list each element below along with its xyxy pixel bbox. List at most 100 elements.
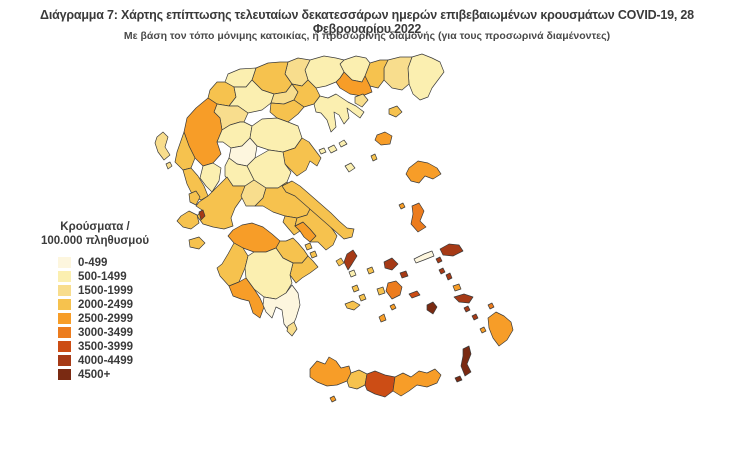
region-rodopi bbox=[383, 56, 413, 91]
region-ios bbox=[389, 303, 397, 311]
region-kalymnos bbox=[452, 283, 462, 292]
region-sifnos bbox=[358, 293, 367, 302]
region-messinia bbox=[228, 277, 265, 319]
legend-item: 4500+ bbox=[58, 368, 154, 382]
legend-swatch bbox=[58, 327, 71, 339]
region-salamina bbox=[304, 242, 313, 251]
legend-item: 2000-2499 bbox=[58, 298, 154, 312]
legend-item: 4000-4499 bbox=[58, 354, 154, 368]
region-samothrace bbox=[388, 105, 403, 118]
region-thesprotia bbox=[174, 131, 196, 171]
legend-swatch bbox=[58, 355, 71, 367]
legend-swatch bbox=[58, 299, 71, 311]
region-tinos bbox=[383, 257, 399, 271]
legend-swatch bbox=[58, 313, 71, 325]
legend-title-line1: Κρούσματα / bbox=[60, 221, 130, 233]
region-kythnos bbox=[348, 269, 357, 278]
region-skiathos bbox=[318, 147, 327, 155]
region-evia bbox=[281, 180, 355, 240]
region-chania bbox=[309, 356, 352, 387]
legend: Κρούσματα / 100.000 πληθυσμού 0-499 500-1… bbox=[36, 220, 154, 382]
region-kos bbox=[453, 293, 474, 304]
region-psara bbox=[398, 202, 406, 210]
legend-items: 0-499 500-1499 1500-1999 2000-2499 2500-2999… bbox=[36, 256, 154, 382]
region-rhodes bbox=[487, 311, 514, 347]
region-amorgos bbox=[408, 290, 421, 299]
region-naxos bbox=[385, 280, 403, 300]
legend-title: Κρούσματα / 100.000 πληθυσμού bbox=[36, 220, 154, 249]
region-serifos bbox=[351, 284, 360, 293]
legend-swatch bbox=[58, 369, 71, 381]
region-kasos bbox=[454, 375, 463, 383]
region-heraklion bbox=[364, 370, 396, 398]
legend-label: 0-499 bbox=[78, 256, 108, 269]
region-aegina bbox=[309, 250, 318, 259]
region-paros bbox=[376, 286, 386, 296]
region-thasos bbox=[354, 93, 369, 108]
region-ikaria bbox=[413, 250, 435, 264]
legend-item: 1500-1999 bbox=[58, 284, 154, 298]
legend-swatch bbox=[58, 271, 71, 283]
legend-label: 4000-4499 bbox=[78, 354, 133, 367]
region-symi bbox=[487, 302, 495, 310]
legend-label: 500-1499 bbox=[78, 270, 127, 283]
legend-title-line2: 100.000 πληθυσμού bbox=[40, 235, 150, 248]
region-ithaca bbox=[198, 209, 206, 221]
region-corfu bbox=[154, 131, 171, 161]
legend-label: 3500-3999 bbox=[78, 340, 133, 353]
region-zakynthos bbox=[188, 236, 206, 250]
region-chalki bbox=[479, 326, 487, 334]
figure-subtitle: Με βάση τον τόπο μόνιμης κατοικίας, ή πρ… bbox=[123, 30, 611, 42]
region-aetolia bbox=[195, 176, 246, 230]
region-chalkidiki bbox=[313, 93, 365, 133]
region-alonnisos bbox=[338, 139, 348, 148]
region-leros bbox=[445, 272, 453, 281]
region-syros bbox=[366, 266, 375, 275]
region-pieria bbox=[269, 99, 305, 123]
region-kea bbox=[335, 257, 345, 267]
legend-label: 1500-1999 bbox=[78, 284, 133, 297]
legend-item: 3000-3499 bbox=[58, 326, 154, 340]
region-skyros bbox=[344, 162, 356, 173]
region-chios bbox=[410, 202, 427, 233]
region-kefalonia bbox=[176, 210, 200, 230]
region-milos bbox=[344, 300, 361, 311]
region-paxi bbox=[165, 161, 173, 170]
legend-item: 3500-3999 bbox=[58, 340, 154, 354]
region-arta bbox=[199, 162, 222, 193]
region-kavala bbox=[335, 71, 373, 97]
legend-label: 2500-2999 bbox=[78, 312, 133, 325]
region-limnos bbox=[374, 131, 393, 146]
legend-swatch bbox=[58, 285, 71, 297]
legend-label: 2000-2499 bbox=[78, 298, 133, 311]
region-nisyros bbox=[463, 305, 471, 313]
region-mykonos bbox=[399, 270, 409, 279]
region-argolida bbox=[289, 255, 319, 284]
region-karpathos bbox=[460, 345, 472, 377]
region-patmos bbox=[438, 267, 446, 275]
legend-label: 4500+ bbox=[78, 368, 111, 381]
legend-item: 0-499 bbox=[58, 256, 154, 270]
region-evros bbox=[407, 53, 445, 101]
region-larissa bbox=[249, 117, 303, 153]
region-andros bbox=[343, 249, 358, 271]
legend-item: 500-1499 bbox=[58, 270, 154, 284]
region-lesbos bbox=[405, 160, 442, 184]
region-lefkada bbox=[188, 190, 201, 206]
region-agios-efstratios bbox=[370, 153, 378, 162]
region-tilos bbox=[471, 313, 479, 321]
region-astypalea bbox=[426, 301, 438, 315]
region-kythira bbox=[286, 321, 298, 337]
legend-swatch bbox=[58, 341, 71, 353]
legend-swatch bbox=[58, 257, 71, 269]
region-lasithi bbox=[392, 368, 442, 397]
figure-title: Διάγραμμα 7: Χάρτης επίπτωσης τελευταίων… bbox=[40, 8, 694, 36]
region-fourni bbox=[435, 256, 443, 264]
region-gavdos bbox=[329, 395, 337, 403]
region-samos bbox=[439, 243, 464, 257]
legend-item: 2500-2999 bbox=[58, 312, 154, 326]
legend-label: 3000-3499 bbox=[78, 326, 133, 339]
region-santorini bbox=[378, 313, 387, 323]
